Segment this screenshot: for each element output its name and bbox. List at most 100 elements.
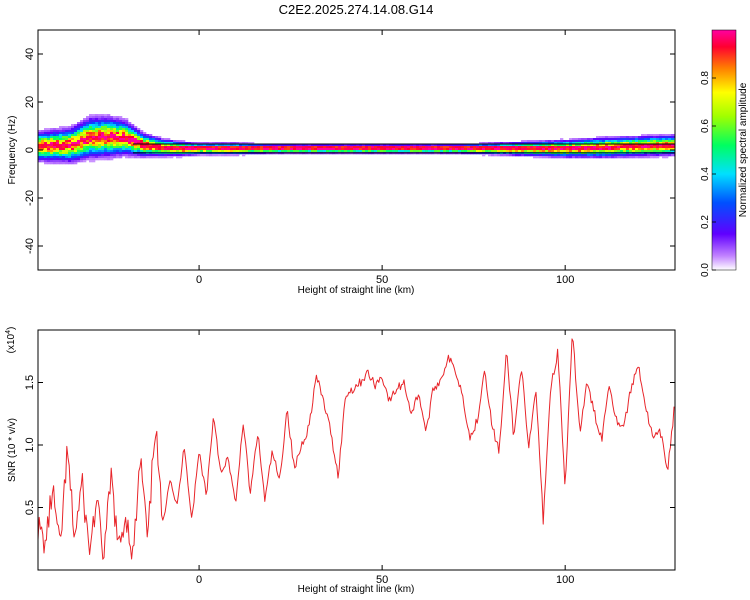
heatmap-cell [65, 136, 69, 139]
heatmap-cell [161, 144, 165, 147]
heatmap-cell [77, 140, 81, 143]
heatmap-cell [71, 154, 75, 157]
heatmap-cell [653, 134, 657, 137]
heatmap-cell [125, 142, 129, 145]
heatmap-cell [473, 146, 477, 149]
heatmap-cell [176, 144, 180, 147]
heatmap-cell [560, 138, 564, 141]
heatmap-cell [86, 150, 90, 153]
heatmap-cell [86, 122, 90, 125]
heatmap-cell [125, 138, 129, 141]
heatmap-cell [98, 116, 102, 119]
heatmap-cell [53, 132, 57, 135]
heatmap-cell [635, 140, 639, 143]
snr-frame [37, 329, 676, 571]
heatmap-cell [530, 146, 534, 149]
heatmap-cell [545, 146, 549, 149]
heatmap-cell [194, 154, 198, 157]
heatmap-cell [224, 142, 228, 145]
heatmap-cell [227, 144, 231, 147]
heatmap-cell [545, 150, 549, 153]
heatmap-cell [107, 116, 111, 119]
heatmap-cell [656, 150, 660, 153]
heatmap-cell [110, 156, 114, 159]
heatmap-cell [407, 144, 411, 147]
heatmap-cell [119, 152, 123, 155]
heatmap-cell [215, 144, 219, 147]
y-tick-label: 40 [24, 48, 36, 60]
heatmap-cell [95, 154, 99, 157]
snr-y-ticks: 0.51.01.5 [24, 375, 675, 515]
heatmap-cell [119, 144, 123, 147]
heatmap-cell [620, 144, 624, 147]
heatmap-cell [404, 150, 408, 153]
heatmap-cell [551, 146, 555, 149]
heatmap-cell [38, 154, 42, 157]
heatmap-cell [287, 146, 291, 149]
heatmap-cell [86, 124, 90, 127]
heatmap-cell [581, 156, 585, 159]
heatmap-cell [422, 146, 426, 149]
heatmap-cell [119, 136, 123, 139]
heatmap-cell [299, 150, 303, 153]
heatmap-cell [104, 120, 108, 123]
heatmap-cell [491, 154, 495, 157]
heatmap-cell [308, 148, 312, 151]
heatmap-cell [524, 142, 528, 145]
heatmap-cell [143, 142, 147, 145]
heatmap-cell [671, 138, 675, 141]
heatmap-cell [122, 130, 126, 133]
heatmap-cell [644, 148, 648, 151]
heatmap-cell [110, 138, 114, 141]
heatmap-cell [179, 146, 183, 149]
heatmap-cell [80, 158, 84, 161]
heatmap-cell [122, 152, 126, 155]
heatmap-cell [116, 148, 120, 151]
heatmap-cell [101, 158, 105, 161]
heatmap-cell [290, 146, 294, 149]
heatmap-cell [635, 142, 639, 145]
heatmap-cell [635, 146, 639, 149]
heatmap-cell [212, 148, 216, 151]
heatmap-cell [230, 150, 234, 153]
heatmap-cell [77, 124, 81, 127]
heatmap-cell [152, 146, 156, 149]
heatmap-cell [71, 146, 75, 149]
heatmap-cell [533, 154, 537, 157]
heatmap-cell [446, 148, 450, 151]
heatmap-cell [128, 156, 132, 159]
heatmap-cell [641, 148, 645, 151]
heatmap-cell [47, 130, 51, 133]
heatmap-cell [602, 146, 606, 149]
heatmap-cell [470, 148, 474, 151]
heatmap-cell [659, 148, 663, 151]
heatmap-cell [347, 150, 351, 153]
heatmap-cell [584, 154, 588, 157]
heatmap-cell [200, 148, 204, 151]
heatmap-cell [485, 142, 489, 145]
heatmap-cell [101, 126, 105, 129]
heatmap-cell [488, 154, 492, 157]
heatmap-cell [650, 148, 654, 151]
heatmap-cell [275, 144, 279, 147]
heatmap-cell [452, 146, 456, 149]
heatmap-cell [74, 156, 78, 159]
heatmap-cell [215, 142, 219, 145]
heatmap-cell [653, 146, 657, 149]
heatmap-cell [65, 142, 69, 145]
heatmap-cell [605, 140, 609, 143]
heatmap-cell [74, 158, 78, 161]
heatmap-cell [62, 128, 66, 131]
heatmap-cell [311, 150, 315, 153]
heatmap-cell [110, 150, 114, 153]
heatmap-cell [488, 150, 492, 153]
heatmap-cell [605, 156, 609, 159]
heatmap-cell [161, 138, 165, 141]
heatmap-cell [86, 132, 90, 135]
heatmap-cell [635, 156, 639, 159]
heatmap-cell [140, 138, 144, 141]
heatmap-cell [311, 144, 315, 147]
heatmap-cell [89, 136, 93, 139]
heatmap-cell [221, 144, 225, 147]
heatmap-cell [446, 146, 450, 149]
